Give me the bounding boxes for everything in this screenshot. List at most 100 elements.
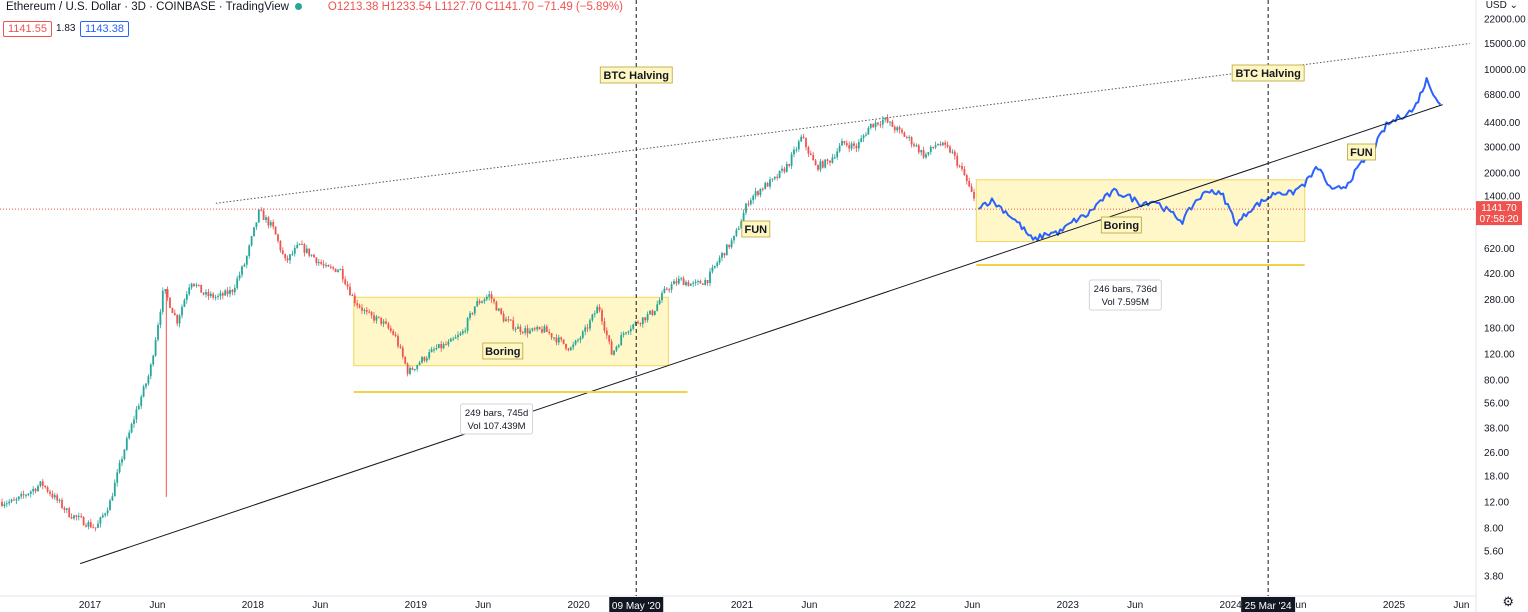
candle xyxy=(361,307,363,311)
halving-label-box xyxy=(599,66,673,84)
chevron-down-icon: ⌄ xyxy=(1506,0,1518,11)
time-axis-label: Jun xyxy=(312,600,328,611)
measure-tooltip xyxy=(460,403,534,435)
candle xyxy=(776,176,779,178)
candle xyxy=(692,282,695,284)
candle xyxy=(82,517,85,526)
time-axis-label: 2023 xyxy=(1057,600,1080,611)
symbol-title[interactable]: Ethereum / U.S. Dollar · 3D · COINBASE ·… xyxy=(6,1,289,13)
candle xyxy=(133,419,135,425)
time-axis-label: Jun xyxy=(1127,600,1143,611)
current-price-label: 1141.70 xyxy=(1481,203,1517,214)
candle xyxy=(637,321,639,324)
gear-icon[interactable]: ⚙ xyxy=(1502,594,1514,609)
candle xyxy=(49,491,51,494)
candle xyxy=(56,495,59,501)
candle xyxy=(634,321,637,325)
candle xyxy=(639,323,642,325)
candle xyxy=(488,294,491,297)
candle xyxy=(973,191,975,199)
candle xyxy=(562,339,565,344)
candle xyxy=(241,266,243,275)
candle xyxy=(965,175,968,182)
candle xyxy=(409,367,411,374)
candle xyxy=(229,289,231,295)
candle xyxy=(788,164,791,166)
candle xyxy=(29,491,32,494)
candle xyxy=(231,289,234,293)
candle xyxy=(749,200,752,205)
candle xyxy=(946,144,949,147)
candle xyxy=(430,349,433,353)
candle xyxy=(332,267,335,269)
support-trendline[interactable] xyxy=(80,104,1443,565)
candle xyxy=(53,495,56,498)
candle xyxy=(233,287,236,293)
candle xyxy=(101,515,104,518)
candle xyxy=(761,188,764,190)
price-axis-label: 22000.00 xyxy=(1484,14,1526,25)
candle xyxy=(560,337,563,340)
candle xyxy=(32,488,35,492)
candle xyxy=(77,515,80,517)
bid-price[interactable]: 1141.55 xyxy=(3,21,52,37)
candle xyxy=(428,352,431,359)
candle xyxy=(207,292,210,297)
price-axis-label: 26.00 xyxy=(1484,448,1509,459)
time-axis-label: Jun xyxy=(475,600,491,611)
candle xyxy=(850,143,853,149)
ask-price[interactable]: 1143.38 xyxy=(80,21,129,37)
candle xyxy=(735,229,738,236)
candle xyxy=(509,319,512,321)
time-axis-label: Jun xyxy=(1290,600,1306,611)
candle xyxy=(543,326,546,333)
candle xyxy=(481,301,483,304)
projection-line[interactable] xyxy=(977,77,1442,242)
candle xyxy=(440,343,443,349)
candle xyxy=(224,290,227,296)
candle xyxy=(478,301,481,304)
candle xyxy=(713,265,716,268)
candle xyxy=(200,284,203,293)
candle xyxy=(195,284,198,286)
candle xyxy=(286,258,289,261)
candle xyxy=(555,337,558,343)
candle xyxy=(574,340,577,345)
candle xyxy=(908,137,911,139)
candle xyxy=(725,244,728,256)
candle xyxy=(958,165,961,167)
candle xyxy=(665,288,668,290)
candle xyxy=(869,123,872,128)
candle xyxy=(757,191,759,195)
candle xyxy=(747,203,750,205)
boring-label: Boring xyxy=(1104,220,1139,232)
candle xyxy=(152,355,155,365)
candle xyxy=(221,293,224,296)
candle xyxy=(891,121,894,127)
price-axis-label: 620.00 xyxy=(1484,244,1515,255)
measure-tooltip xyxy=(1088,279,1162,311)
candle xyxy=(644,317,647,321)
candle xyxy=(886,117,889,123)
market-status-icon xyxy=(294,2,302,10)
price-axis-label: 1400.00 xyxy=(1484,192,1521,203)
candle xyxy=(75,515,78,517)
candle xyxy=(661,292,663,301)
price-axis-label: 80.00 xyxy=(1484,376,1509,387)
candle xyxy=(622,333,625,335)
candle xyxy=(63,507,66,510)
spread-value: 1.83 xyxy=(56,23,76,34)
candle xyxy=(937,144,939,146)
candle xyxy=(277,234,279,241)
candle xyxy=(145,383,147,387)
candle xyxy=(754,191,757,196)
price-axis-label: 120.00 xyxy=(1484,349,1515,360)
candle xyxy=(73,515,75,519)
candle xyxy=(533,328,536,330)
resistance-trendline[interactable] xyxy=(215,43,1470,204)
candle xyxy=(773,176,776,179)
currency-selector[interactable]: USD ⌄ xyxy=(1486,0,1518,11)
candle xyxy=(188,287,191,295)
candle xyxy=(464,330,467,332)
